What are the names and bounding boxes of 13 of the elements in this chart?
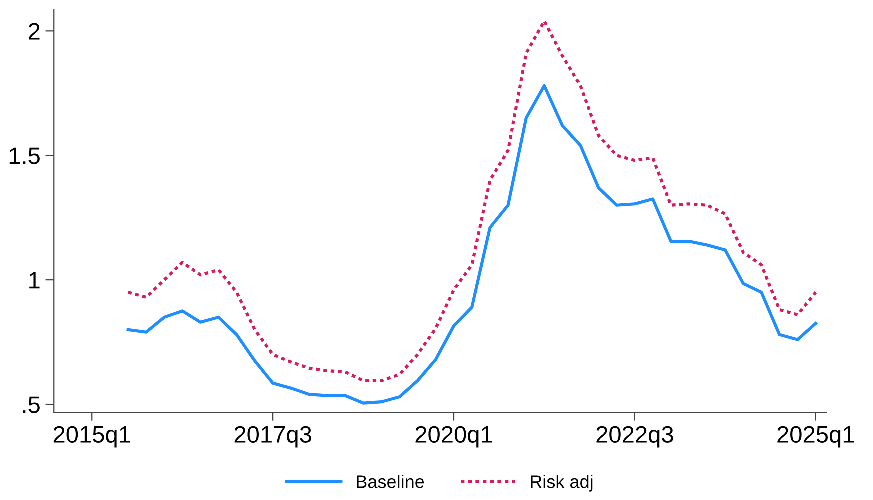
x-tick-label: 2025q1 [778,426,854,448]
x-tick-label: 2017q3 [234,426,312,448]
y-tick-label: .5 [23,396,40,414]
y-tick-label: 2 [28,23,40,40]
line-series [126,20,818,382]
legend-label: Risk adj [531,475,593,492]
x-tick-label: 2015q1 [54,426,130,448]
line-series [126,84,818,405]
x-tick-label: 2022q3 [596,426,674,448]
x-tick-label: 2020q1 [416,426,492,448]
y-tick-label: 1 [30,272,40,289]
y-tick-label: 1.5 [10,148,40,164]
legend-label: Baseline [357,475,424,488]
